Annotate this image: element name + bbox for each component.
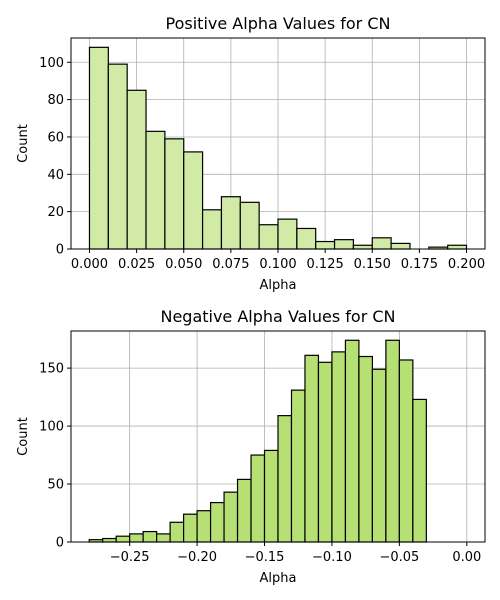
y-tick-label: 80 xyxy=(47,93,64,108)
y-tick-label: 0 xyxy=(56,536,64,551)
negative-alpha-panel: −0.25 −0.20 −0.15 −0.10 −0.05 0.00 0 50 100 150 Ne… xyxy=(16,307,486,586)
histogram-bar xyxy=(296,227,317,250)
x-tick-label: 0.000 xyxy=(71,257,108,272)
histogram-bar xyxy=(352,244,373,250)
histogram-bar xyxy=(223,491,239,543)
x-tick-label: 0.025 xyxy=(118,257,155,272)
positive-alpha-panel: 0.000 0.025 0.050 0.075 0.100 0.125 0.150 0.175… xyxy=(16,14,486,293)
histogram-bar xyxy=(239,201,260,250)
histogram-bar xyxy=(250,454,266,543)
histogram-bar xyxy=(371,237,392,250)
histogram-bar xyxy=(315,240,336,250)
x-tick-label: 0.050 xyxy=(165,257,202,272)
x-axis-label: Alpha xyxy=(260,278,297,293)
histogram-bar xyxy=(142,530,158,543)
x-tick-label: −0.05 xyxy=(379,550,419,565)
x-tick-label: 0.200 xyxy=(448,257,485,272)
chart-title: Positive Alpha Values for CN xyxy=(166,14,391,33)
histogram-bar xyxy=(129,533,144,543)
y-axis-label: Count xyxy=(16,124,31,163)
histogram-bar xyxy=(390,242,411,250)
histogram-bar xyxy=(156,533,171,543)
x-tick-label: 0.175 xyxy=(401,257,438,272)
histogram-bar xyxy=(196,510,212,543)
histogram-bar xyxy=(164,138,185,250)
axes-frame xyxy=(70,330,486,543)
histogram-bar xyxy=(371,368,387,543)
histogram-bar xyxy=(201,209,223,250)
chart-title: Negative Alpha Values for CN xyxy=(160,307,395,326)
histogram-bar xyxy=(317,361,333,543)
histogram-bar xyxy=(115,535,131,543)
x-tick-label: −0.15 xyxy=(245,550,285,565)
x-tick-label: 0.075 xyxy=(212,257,249,272)
histogram-bar xyxy=(331,351,347,543)
histogram-bar xyxy=(220,196,241,250)
x-tick-label: 0.00 xyxy=(452,550,481,565)
histogram-bar xyxy=(263,449,279,543)
histogram-bar xyxy=(107,63,128,250)
histogram-bar xyxy=(126,89,147,250)
histogram-bar xyxy=(236,478,252,543)
y-tick-label: 40 xyxy=(47,168,64,183)
y-tick-label: 100 xyxy=(39,56,64,71)
histogram-bar xyxy=(102,537,117,543)
histogram-bar xyxy=(169,521,185,543)
histogram-bar xyxy=(358,355,373,543)
histogram-bar xyxy=(385,339,400,543)
histogram-bar xyxy=(258,224,279,250)
histogram-bar xyxy=(412,398,427,543)
x-tick-label: −0.20 xyxy=(177,550,217,565)
histogram-bar xyxy=(290,389,306,543)
y-tick-label: 0 xyxy=(56,243,64,258)
x-tick-label: 0.100 xyxy=(259,257,296,272)
y-tick-label: 60 xyxy=(47,130,64,145)
histogram-bar xyxy=(183,513,198,543)
histogram-bar xyxy=(145,130,166,250)
y-tick-label: 50 xyxy=(47,478,64,493)
histogram-bar xyxy=(277,218,298,250)
histogram-bar xyxy=(183,151,204,250)
histogram-bar xyxy=(277,415,293,543)
y-tick-label: 100 xyxy=(39,420,64,435)
x-axis-label: Alpha xyxy=(260,571,297,586)
histogram-bar xyxy=(344,339,360,543)
histogram-bar xyxy=(304,354,320,543)
x-tick-label: −0.10 xyxy=(312,550,352,565)
histogram-bar xyxy=(398,359,414,543)
histogram-bar xyxy=(333,239,355,250)
histogram-bar xyxy=(447,244,468,250)
histogram-bar xyxy=(209,501,225,543)
x-tick-label: 0.150 xyxy=(354,257,391,272)
x-tick-label: 0.125 xyxy=(307,257,344,272)
y-tick-label: 20 xyxy=(47,205,64,220)
bars xyxy=(88,339,427,543)
y-axis-label: Count xyxy=(16,417,31,456)
histogram-bar xyxy=(88,46,109,250)
y-tick-label: 150 xyxy=(39,362,64,377)
x-tick-label: −0.25 xyxy=(110,550,150,565)
